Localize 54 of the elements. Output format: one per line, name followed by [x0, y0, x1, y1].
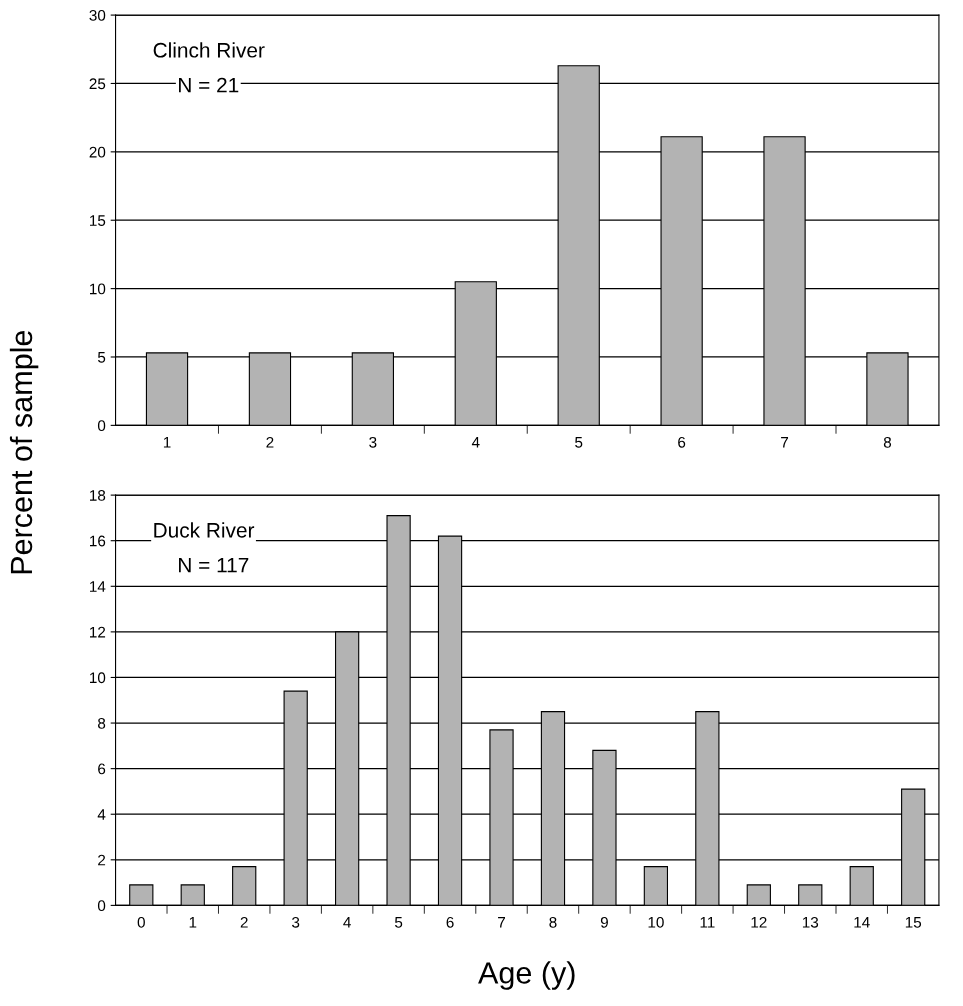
y-tick-label: 10	[90, 672, 106, 684]
bar	[129, 884, 154, 906]
x-tick-label: 14	[854, 917, 870, 928]
annotation: Clinch River	[153, 42, 265, 58]
y-tick-label: 14	[90, 581, 106, 592]
y-axis-title: Percent of sample	[9, 330, 39, 574]
x-tick-label: 9	[600, 916, 608, 928]
y-tick-label: 5	[97, 352, 106, 363]
y-tick-label: 30	[89, 9, 106, 21]
x-tick-label: 8	[549, 916, 557, 928]
x-tick-label: 6	[446, 916, 454, 928]
x-tick-label: 13	[802, 916, 819, 928]
bar	[746, 884, 771, 906]
x-tick-label: 5	[575, 437, 583, 448]
x-tick-label: 12	[751, 916, 767, 928]
y-tick-label: 8	[98, 717, 106, 729]
x-tick-label: 6	[678, 436, 686, 448]
x-tick-label: 1	[163, 437, 171, 448]
annotation: N = 21	[179, 77, 239, 93]
y-tick-label: 15	[90, 215, 106, 226]
x-axis-title: Age (y)	[478, 961, 575, 990]
y-tick-label: 20	[89, 146, 106, 158]
y-tick-label: 10	[90, 283, 106, 295]
x-tick-label: 0	[137, 916, 145, 928]
y-tick-label: 6	[98, 763, 106, 775]
x-tick-label: 7	[781, 437, 789, 448]
x-tick-label: 4	[343, 917, 351, 928]
y-tick-label: 25	[89, 78, 106, 90]
x-tick-label: 2	[266, 436, 274, 448]
x-tick-label: 8	[883, 436, 892, 448]
x-tick-label: 15	[905, 917, 922, 928]
x-tick-label: 5	[394, 917, 403, 928]
y-tick-label: 0	[97, 420, 106, 432]
x-tick-label: 10	[648, 916, 664, 928]
y-tick-label: 16	[90, 535, 106, 547]
annotation: N = 117	[179, 557, 249, 573]
y-tick-label: 0	[97, 900, 106, 912]
bar	[849, 866, 874, 906]
annotation: Duck River	[154, 522, 255, 538]
y-tick-label: 2	[98, 854, 106, 866]
y-tick-label: 18	[90, 489, 106, 501]
y-tick-label: 12	[90, 626, 106, 638]
bar	[643, 866, 669, 906]
y-tick-label: 4	[97, 809, 106, 820]
x-tick-label: 2	[240, 916, 248, 928]
bar	[232, 866, 257, 906]
x-tick-label: 3	[369, 436, 377, 448]
x-tick-label: 1	[189, 917, 197, 928]
x-tick-label: 7	[498, 917, 505, 928]
x-tick-label: 11	[700, 917, 715, 928]
bar	[180, 884, 205, 906]
x-tick-label: 3	[292, 916, 300, 928]
x-tick-label: 4	[471, 437, 480, 448]
bar	[798, 884, 823, 906]
